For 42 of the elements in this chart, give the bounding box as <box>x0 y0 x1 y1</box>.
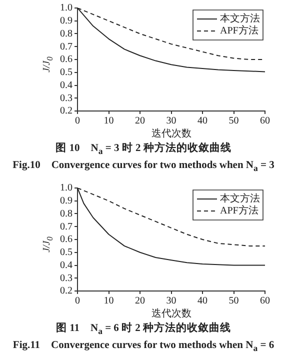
y-tick-label: 0.8 <box>60 208 72 220</box>
y-tick-label: 0.3 <box>60 272 72 284</box>
y-tick-label: 0.6 <box>60 234 72 246</box>
y-tick-label: 1.0 <box>60 2 72 14</box>
y-tick-label: 0.3 <box>60 92 72 104</box>
y-tick-label: 0.2 <box>60 286 72 297</box>
x-tick-label: 60 <box>260 116 270 127</box>
x-tick-label: 30 <box>166 116 176 127</box>
legend-label: APF方法 <box>220 24 258 37</box>
text: 图 10 N$_{a}$ = 3 时 2 种方法的收敛曲线 <box>54 141 232 156</box>
y-tick-label: 0.4 <box>60 80 72 91</box>
y-tick-label: 0.9 <box>60 196 72 206</box>
y-tick-label: 0.8 <box>60 28 72 40</box>
legend-label: 本文方法 <box>220 192 260 205</box>
text: Fig.11 Convergence curves for two methods when N$_{a}$ = 6 <box>12 339 276 354</box>
x-tick-label: 50 <box>228 116 239 127</box>
text: Fig.10 Convergence curves for two methods when N$_{a}$ = 3 <box>12 159 276 174</box>
x-tick-label: 10 <box>104 116 114 127</box>
text: 图 11 N$_{a}$ = 6 时 2 种方法的收敛曲线 <box>54 321 232 336</box>
y-tick-label: 0.7 <box>60 41 72 52</box>
x-tick-label: 30 <box>166 296 176 307</box>
x-tick-label: 20 <box>135 116 145 127</box>
legend-label: APF方法 <box>220 204 258 217</box>
x-tick-label: 50 <box>228 296 239 307</box>
x-tick-label: 10 <box>104 296 114 307</box>
y-tick-label: 0.5 <box>60 67 72 78</box>
x-tick-label: 20 <box>135 296 145 307</box>
x-axis-title: 迭代次数 <box>151 128 192 140</box>
y-tick-label: 0.6 <box>60 54 72 66</box>
y-tick-label: 0.7 <box>60 221 72 232</box>
y-tick-label: 0.2 <box>60 106 72 117</box>
y-tick-label: 0.4 <box>60 260 72 271</box>
x-axis-title: 迭代次数 <box>151 308 192 320</box>
y-tick-label: 1.0 <box>60 182 72 194</box>
y-tick-label: 0.5 <box>60 247 72 258</box>
x-tick-label: 0 <box>75 116 80 127</box>
y-tick-label: 0.9 <box>60 16 72 26</box>
x-tick-label: 0 <box>75 296 80 307</box>
x-tick-label: 40 <box>198 296 208 307</box>
x-tick-label: 40 <box>198 116 208 127</box>
legend-label: 本文方法 <box>220 12 260 25</box>
x-tick-label: 60 <box>260 296 270 307</box>
